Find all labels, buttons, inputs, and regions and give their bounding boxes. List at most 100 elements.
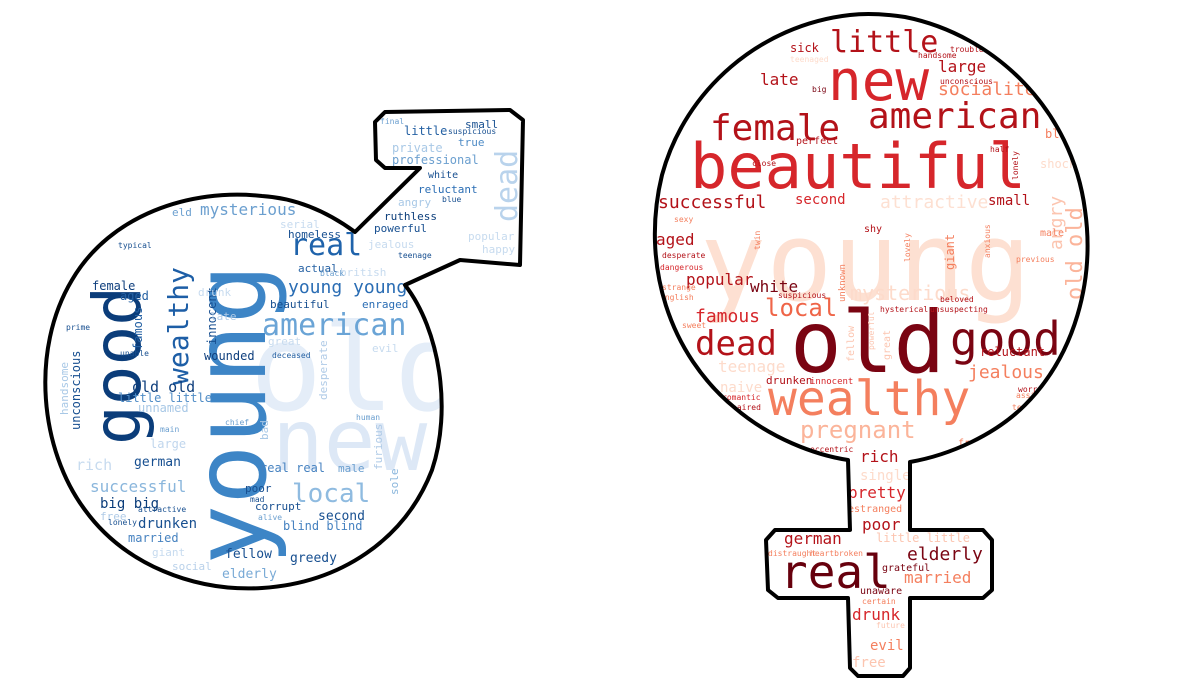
male-word: reluctant bbox=[418, 183, 478, 196]
female-symbol-outline bbox=[652, 11, 1090, 678]
male-word: white bbox=[428, 170, 458, 181]
male-word: lonely bbox=[108, 518, 137, 527]
female-word: german bbox=[784, 529, 842, 548]
female-word: beautiful bbox=[690, 130, 1026, 203]
female-word: poor bbox=[862, 515, 901, 534]
male-word: furious bbox=[372, 424, 385, 470]
female-word: american bbox=[868, 96, 1041, 137]
female-word: beloved bbox=[940, 295, 974, 304]
female-word: eccentric bbox=[810, 445, 854, 454]
female-word: desperate bbox=[662, 251, 706, 260]
female-word: troubled bbox=[950, 45, 989, 54]
female-word: reluctant bbox=[980, 345, 1045, 359]
female-word: strange bbox=[662, 283, 696, 292]
female-word: teenage bbox=[718, 357, 785, 376]
male-word: suspicious bbox=[448, 127, 496, 136]
male-word: real real bbox=[260, 461, 325, 475]
male-word: homeless bbox=[288, 228, 341, 241]
male-word: private bbox=[392, 141, 443, 155]
female-word: young bbox=[700, 198, 1031, 326]
male-word: teenage bbox=[398, 251, 432, 260]
female-word: suspicious bbox=[778, 291, 826, 300]
male-word: famous bbox=[131, 307, 145, 350]
female-word: estranged bbox=[848, 504, 902, 515]
male-word: second bbox=[318, 509, 365, 524]
male-word: true bbox=[458, 136, 485, 149]
female-word: drunken bbox=[766, 374, 812, 387]
female-word: local bbox=[765, 294, 837, 322]
female-word: white bbox=[750, 277, 798, 296]
female-word: famous bbox=[695, 306, 760, 327]
female-word: angry bbox=[1046, 196, 1067, 250]
female-word: pretty bbox=[848, 483, 906, 502]
female-word: little bbox=[830, 25, 938, 60]
male-word: real bbox=[290, 228, 362, 263]
male-word: drunk bbox=[198, 286, 231, 299]
male-word: fellow bbox=[225, 547, 272, 562]
female-word: unknown bbox=[838, 264, 848, 302]
male-word: professional bbox=[392, 153, 479, 167]
female-word: heartbroken bbox=[810, 549, 863, 558]
male-word: final bbox=[380, 117, 404, 126]
male-words: old new young good american wealthy real… bbox=[58, 117, 525, 582]
female-word: previous bbox=[1016, 255, 1055, 264]
female-word: blonde bbox=[1045, 127, 1088, 141]
female-word: handsome bbox=[918, 51, 957, 60]
male-word: great bbox=[268, 335, 301, 348]
female-word: unconscious bbox=[940, 77, 993, 86]
male-word: serial bbox=[280, 218, 320, 231]
male-word: american bbox=[262, 308, 407, 343]
female-word: male bbox=[1040, 228, 1064, 239]
female-word: aged bbox=[656, 230, 695, 249]
male-word: eld bbox=[172, 206, 192, 219]
male-word: human bbox=[356, 413, 380, 422]
female-word: pregnant bbox=[800, 416, 916, 444]
male-word: little little bbox=[118, 391, 212, 405]
female-word: powerful bbox=[867, 311, 876, 350]
female-word: mysterious bbox=[850, 281, 970, 305]
male-word: powerful bbox=[374, 222, 427, 235]
male-word: chief bbox=[225, 418, 249, 427]
male-word: alive bbox=[258, 513, 282, 522]
female-word: wealthy bbox=[768, 371, 970, 427]
female-word: great bbox=[882, 330, 893, 360]
male-word: evil bbox=[372, 342, 399, 355]
male-word: unnamed bbox=[138, 401, 189, 415]
male-word: enraged bbox=[362, 298, 408, 311]
male-word: big big bbox=[100, 496, 159, 512]
male-word: local bbox=[292, 479, 370, 509]
female-word: naive bbox=[720, 380, 762, 396]
female-word: little little bbox=[876, 531, 970, 545]
female-word: innocent bbox=[810, 377, 853, 387]
male-word: attractive bbox=[138, 505, 186, 514]
female-word: close bbox=[752, 159, 776, 168]
male-word: typical bbox=[118, 241, 152, 250]
female-word: second bbox=[795, 192, 846, 208]
male-word: aged bbox=[120, 289, 149, 303]
female-word: married bbox=[904, 568, 971, 587]
male-word: late bbox=[210, 310, 237, 323]
male-word: successful bbox=[90, 477, 186, 496]
female-word: elderly bbox=[907, 544, 983, 565]
female-word: sick bbox=[790, 41, 820, 55]
male-word: prime bbox=[66, 323, 90, 332]
female-word: big bbox=[812, 85, 827, 94]
female-word: twin bbox=[753, 231, 762, 250]
male-word: wealthy bbox=[162, 267, 195, 385]
male-word: elderly bbox=[222, 567, 277, 582]
female-word: anxious bbox=[983, 224, 992, 258]
male-word: angry bbox=[398, 196, 431, 209]
female-word: attractive bbox=[880, 192, 988, 213]
female-word: grateful bbox=[882, 563, 930, 574]
male-word: social bbox=[172, 560, 212, 573]
male-word: dead bbox=[490, 150, 525, 222]
female-word: perfect bbox=[796, 136, 838, 147]
female-word: rich bbox=[860, 447, 899, 466]
female-word: popular bbox=[686, 270, 754, 289]
female-word: drunk bbox=[852, 605, 901, 624]
male-word: male bbox=[338, 462, 365, 475]
female-word: fellow bbox=[846, 325, 857, 362]
male-word: deceased bbox=[272, 351, 311, 360]
male-word: sole bbox=[388, 469, 401, 496]
